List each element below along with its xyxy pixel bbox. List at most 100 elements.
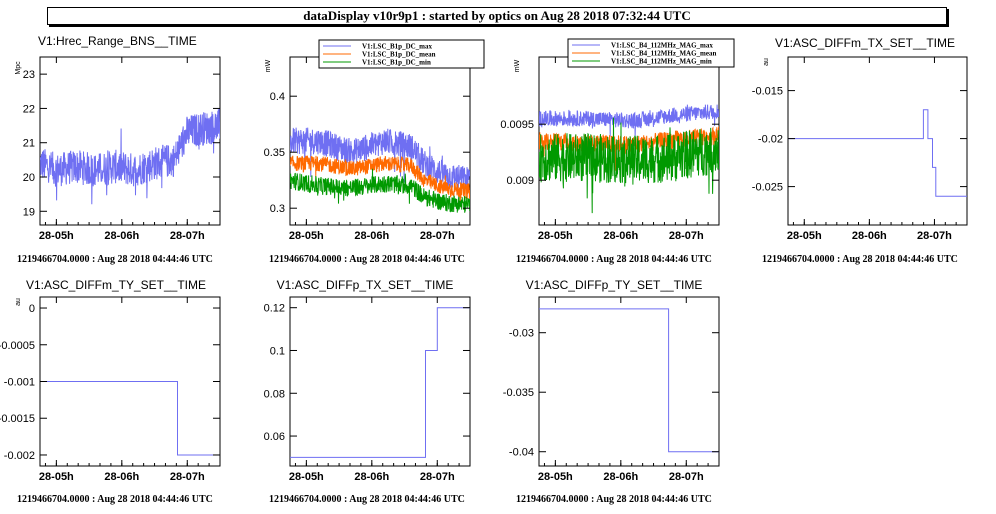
y-tick-label: -0.001	[4, 377, 35, 389]
x-tick-label: 28-07h	[420, 230, 455, 242]
plot-frame	[39, 56, 221, 226]
series-line-1	[290, 127, 470, 193]
plot-title: V1:ASC_DIFFp_TX_SET__TIME	[277, 278, 454, 292]
series-line-1	[539, 104, 719, 138]
plot-legend: V1:LSC_B1p_DC_maxV1:LSC_B1p_DC_meanV1:LS…	[318, 39, 485, 69]
plot-2: 28-05h 28-06h 28-07h 0.3 0.35 0.4 mW V1:LSC_B1p…	[264, 39, 485, 265]
y-tick-label: 20	[23, 172, 35, 184]
plot-legend: V1:LSC_B4_112MHz_MAG_maxV1:LSC_B4_112MHz…	[567, 38, 735, 68]
x-tick-label: 28-07h	[917, 230, 952, 242]
plot-footer: 1219466704.0000 : Aug 28 2018 04:44:46 U…	[17, 254, 213, 265]
series-line-3	[290, 168, 470, 213]
y-tick-label: -0.002	[4, 450, 35, 462]
plot-title: V1:ASC_DIFFm_TY_SET__TIME	[26, 278, 206, 292]
series-line-1	[40, 381, 220, 456]
y-tick-label: -0.0005	[0, 340, 35, 352]
plot-area	[290, 127, 470, 213]
series-line-3	[539, 117, 719, 214]
x-tick-label: 28-05h	[289, 471, 324, 483]
y-tick-label: -0.0015	[0, 413, 35, 425]
y-tick-label: 0.08	[264, 388, 285, 400]
x-tick-label: 28-06h	[852, 230, 887, 242]
legend-label: V1:LSC_B1p_DC_min	[362, 59, 431, 67]
x-tick-label: 28-06h	[104, 230, 139, 242]
plot-frame	[289, 296, 471, 467]
y-tick-label: 0.35	[264, 147, 285, 159]
plot-area	[539, 104, 719, 214]
x-tick-label: 28-05h	[787, 230, 822, 242]
y-tick-label: -0.035	[503, 387, 534, 399]
plot-6: 28-05h 28-06h 28-07h 0.06 0.08 0.1 0.12 V1:ASC_…	[264, 278, 471, 505]
y-tick-label: -0.02	[758, 134, 783, 146]
plot-area	[539, 308, 719, 453]
y-unit-label: au	[15, 298, 22, 306]
plot-area	[40, 381, 220, 456]
plot-footer: 1219466704.0000 : Aug 28 2018 04:44:46 U…	[17, 494, 213, 505]
y-tick-label: 0.4	[270, 91, 285, 103]
legend-label: V1:LSC_B4_112MHz_MAG_min	[611, 58, 712, 66]
plot-footer: 1219466704.0000 : Aug 28 2018 04:44:46 U…	[269, 254, 465, 265]
y-tick-label: 0.0095	[500, 119, 534, 131]
legend-label: V1:LSC_B4_112MHz_MAG_max	[611, 42, 713, 50]
y-tick-label: 0.009	[506, 175, 534, 187]
y-tick-label: 19	[23, 206, 35, 218]
legend-label: V1:LSC_B4_112MHz_MAG_mean	[611, 50, 716, 58]
y-tick-label: 0.06	[264, 431, 285, 443]
x-tick-label: 28-07h	[420, 471, 455, 483]
plot-7: 28-05h 28-06h 28-07h -0.04 -0.035 -0.03 V1:ASC…	[503, 278, 720, 505]
series-line-1	[290, 307, 470, 458]
y-tick-label: 0.12	[264, 303, 285, 315]
x-tick-label: 28-07h	[170, 230, 205, 242]
x-tick-label: 28-05h	[538, 471, 573, 483]
plot-area	[788, 109, 967, 197]
plot-title: V1:Hrec_Range_BNS__TIME	[38, 34, 197, 48]
y-tick-label: 21	[23, 138, 35, 150]
y-tick-label: -0.03	[509, 328, 534, 340]
plot-footer: 1219466704.0000 : Aug 28 2018 04:44:46 U…	[762, 254, 958, 265]
x-tick-label: 28-07h	[669, 230, 704, 242]
y-tick-label: 0	[29, 303, 35, 315]
plot-title: V1:ASC_DIFFp_TY_SET__TIME	[526, 278, 703, 292]
x-tick-label: 28-06h	[603, 471, 638, 483]
plot-frame	[787, 56, 968, 226]
y-tick-label: -0.025	[752, 182, 783, 194]
series-line-1	[539, 308, 719, 453]
plot-4: 28-05h 28-06h 28-07h -0.025 -0.02 -0.015 au V1:…	[752, 36, 968, 265]
y-tick-label: 23	[23, 69, 35, 81]
series-line-1	[788, 109, 967, 197]
display-banner: dataDisplay v10r9p1 : started by optics …	[47, 7, 947, 25]
plot-footer: 1219466704.0000 : Aug 28 2018 04:44:46 U…	[269, 494, 465, 505]
x-tick-label: 28-05h	[289, 230, 324, 242]
plot-5: 28-05h 28-06h 28-07h -0.002 -0.0015 -0.001 -0.…	[0, 278, 221, 505]
y-unit-label: mW	[514, 59, 521, 72]
y-unit-label: mW	[265, 59, 272, 72]
legend-label: V1:LSC_B1p_DC_mean	[362, 51, 436, 59]
plot-area	[40, 108, 220, 205]
plot-footer: 1219466704.0000 : Aug 28 2018 04:44:46 U…	[516, 254, 712, 265]
plot-title: V1:ASC_DIFFm_TX_SET__TIME	[775, 36, 955, 50]
plot-footer: 1219466704.0000 : Aug 28 2018 04:44:46 U…	[516, 494, 712, 505]
x-tick-label: 28-05h	[538, 230, 573, 242]
y-tick-label: 22	[23, 103, 35, 115]
x-tick-label: 28-06h	[354, 230, 389, 242]
plot-3: 28-05h 28-06h 28-07h 0.009 0.0095 mW V1:LSC_B4…	[500, 38, 735, 265]
plot-frame	[538, 296, 720, 467]
x-tick-label: 28-06h	[104, 471, 139, 483]
x-tick-label: 28-07h	[669, 471, 704, 483]
x-tick-label: 28-05h	[39, 230, 74, 242]
x-tick-label: 28-05h	[39, 471, 74, 483]
series-line-2	[290, 155, 470, 204]
plot-area	[290, 307, 470, 458]
legend-label: V1:LSC_B1p_DC_max	[362, 43, 433, 51]
x-tick-label: 28-06h	[354, 471, 389, 483]
y-tick-label: 0.3	[270, 203, 285, 215]
y-tick-label: -0.015	[752, 86, 783, 98]
series-line-1	[40, 108, 220, 205]
x-tick-label: 28-06h	[603, 230, 638, 242]
x-tick-label: 28-07h	[170, 471, 205, 483]
y-tick-label: -0.04	[509, 447, 534, 459]
y-unit-label: au	[763, 58, 770, 66]
y-unit-label: Mpc	[15, 61, 22, 75]
